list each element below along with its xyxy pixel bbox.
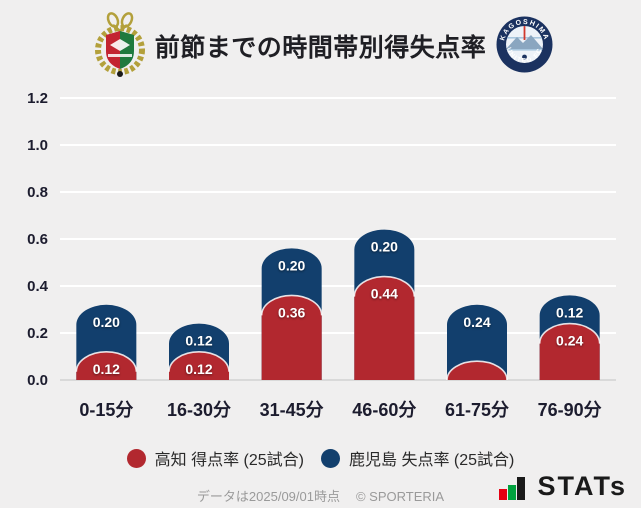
bar-segment-kochi	[447, 361, 507, 380]
legend-label-kagoshima: 鹿児島 失点率 (25試合)	[349, 452, 515, 469]
chart-legend: 高知 得点率 (25試合) 鹿児島 失点率 (25試合)	[0, 446, 641, 470]
xtick-label: 16-30分	[167, 400, 231, 420]
bar-value-label-kagoshima: 0.20	[371, 239, 398, 255]
bar-value-label-kagoshima: 0.20	[278, 257, 305, 273]
ytick-label: 1.0	[27, 137, 48, 154]
xtick-label: 61-75分	[445, 400, 509, 420]
bar-value-label-kochi: 0.44	[371, 286, 398, 302]
ytick-label: 0.2	[27, 325, 48, 342]
stats-logo: STATs	[494, 471, 631, 502]
xtick-label: 0-15分	[79, 400, 133, 420]
copyright: © SPORTERIA	[355, 489, 445, 504]
bar-cap-outline	[75, 350, 138, 372]
bar-segment-kochi	[169, 351, 229, 380]
bar-segment-kagoshima	[447, 304, 507, 380]
bar-value-label-kagoshima: 0.12	[556, 304, 583, 320]
bar-segment-kagoshima	[76, 304, 137, 380]
ytick-label: 0.4	[27, 278, 49, 295]
bar-segment-kochi	[539, 323, 600, 380]
bar-segment-kochi	[354, 276, 415, 380]
xtick-label: 46-60分	[352, 400, 416, 420]
ytick-label: 0.6	[27, 231, 48, 248]
sakurajima-mountain-icon	[506, 26, 543, 60]
bar-value-label-kochi: 0.12	[185, 361, 212, 377]
shield-icon	[106, 31, 134, 69]
kagoshima-united-logo: KAGOSHIMA UNITED FC	[496, 16, 553, 73]
xtick-label: 31-45分	[260, 400, 324, 420]
bar-segment-kochi	[76, 351, 137, 380]
legend-dot-kagoshima	[321, 448, 340, 468]
bar-value-label-kochi: 0.36	[278, 304, 305, 320]
legend-dot-kochi	[126, 448, 146, 468]
bar-value-label-kochi: 0.24	[556, 333, 583, 349]
bar-value-label-kagoshima: 0.12	[185, 333, 212, 349]
bar-cap-outline	[446, 360, 508, 381]
stats-logo-text: STATs	[537, 471, 627, 501]
ytick-label: 0.0	[27, 372, 48, 389]
kochi-united-logo	[95, 12, 145, 77]
bar-value-label-kagoshima: 0.20	[93, 314, 120, 330]
legend-label-kochi: 高知 得点率 (25試合)	[154, 452, 304, 469]
footer-note: データは2025/09/01時点 © SPORTERIA	[0, 486, 641, 505]
ytick-label: 0.8	[27, 184, 48, 201]
bar-segment-kagoshima	[539, 295, 600, 380]
bar-segment-kagoshima	[354, 229, 415, 380]
bar-cap-outline	[538, 322, 601, 344]
bar-segment-kagoshima	[261, 248, 322, 380]
bar-value-label-kagoshima: 0.24	[463, 314, 490, 330]
bar-cap-outline	[260, 294, 323, 316]
legend-item-kagoshima: 鹿児島 失点率 (25試合)	[321, 446, 514, 470]
xtick-label: 76-90分	[538, 400, 602, 420]
bar-cap-outline	[168, 350, 230, 372]
legend-item-kochi: 高知 得点率 (25試合)	[126, 446, 304, 470]
bar-cap-outline	[353, 275, 416, 297]
page-title: 前節までの時間帯別得失点率	[154, 34, 487, 62]
data-date-note: データは2025/09/01時点	[196, 489, 340, 504]
bar-segment-kochi	[261, 295, 322, 380]
ytick-label: 1.2	[27, 90, 48, 107]
bar-segment-kagoshima	[169, 323, 229, 380]
laurel-wreath-icon	[95, 12, 145, 77]
bar-value-label-kochi: 0.12	[93, 361, 120, 377]
stats-bars-icon	[498, 476, 525, 500]
